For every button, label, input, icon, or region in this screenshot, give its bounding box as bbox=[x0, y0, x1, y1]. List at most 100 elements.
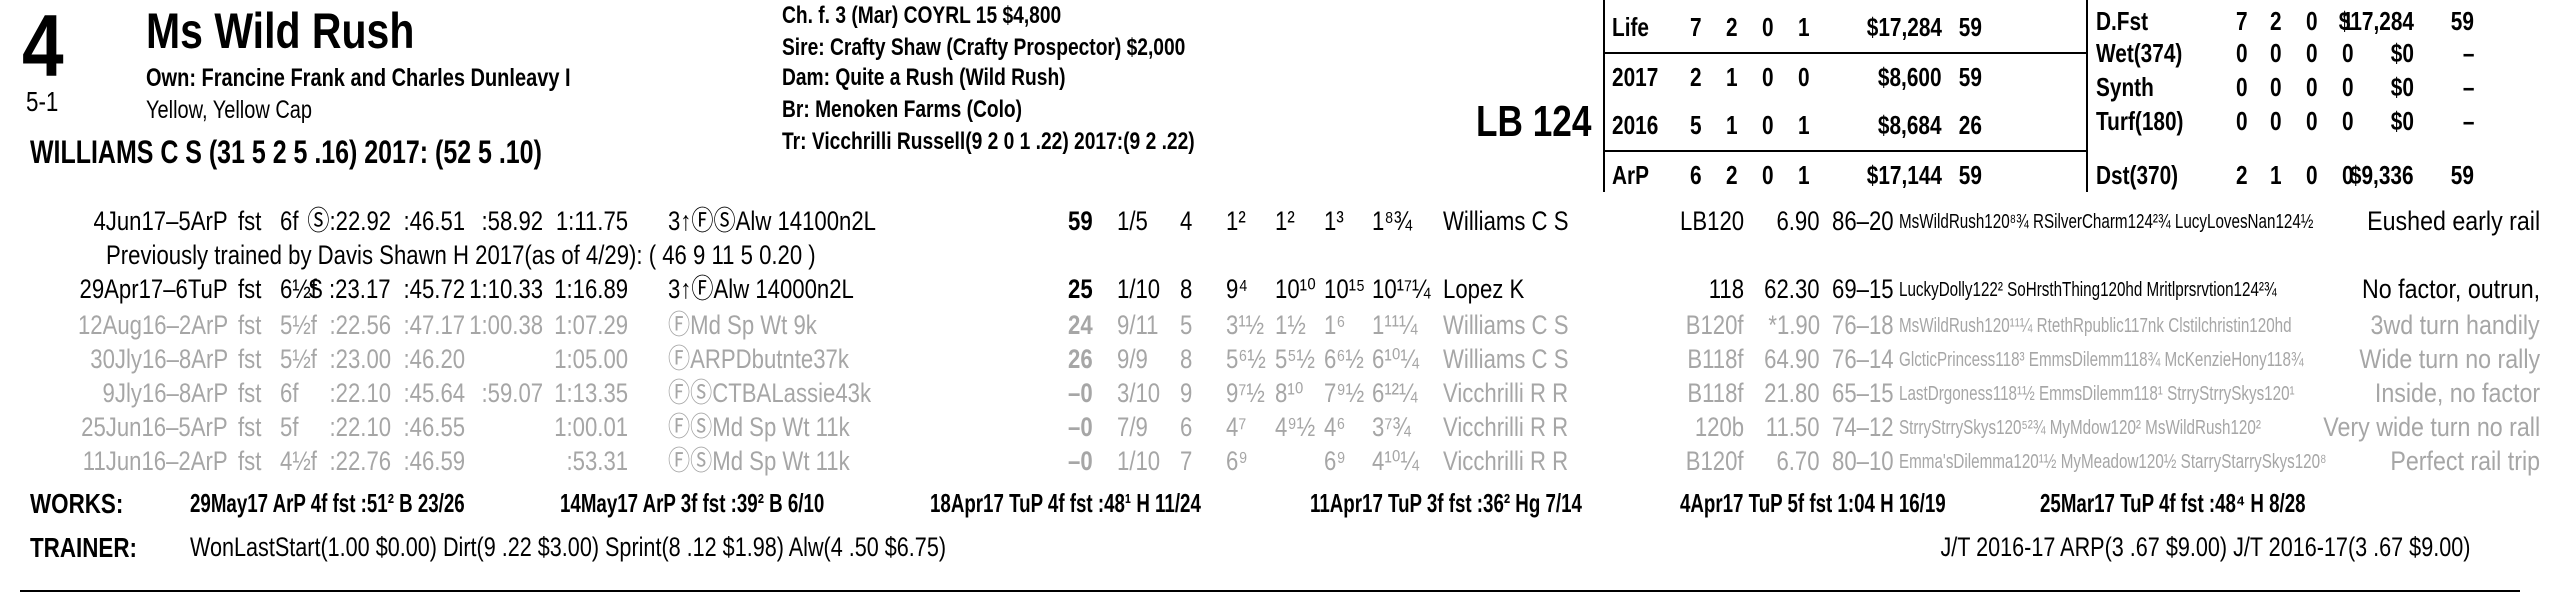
speed-pace: 86–20 bbox=[1832, 206, 1894, 236]
fraction: Ⓢ:22.92 bbox=[307, 206, 391, 236]
workout: 4Apr17 TuP 5f fst 1:04 H 16/19 bbox=[1680, 488, 1946, 518]
race-date: 11Jun16–2ArP bbox=[83, 446, 228, 476]
finish: 6¹⁰¼ bbox=[1372, 344, 1420, 374]
stats-label: 2016 bbox=[1612, 110, 1659, 140]
stats-value: $0 bbox=[2390, 72, 2414, 102]
stats-value: – bbox=[2462, 72, 2474, 102]
fraction: S :23.17 bbox=[308, 274, 391, 304]
stats-value: 0 bbox=[1762, 160, 1774, 190]
call: 9⁷½ bbox=[1226, 378, 1265, 408]
stats-value: 59 bbox=[2450, 160, 2474, 190]
final-time: 1:11.75 bbox=[555, 206, 628, 236]
stats-value: 0 bbox=[2342, 38, 2354, 68]
jockey-line: WILLIAMS C S (31 5 2 5 .16) 2017: (52 5 … bbox=[30, 134, 542, 170]
fraction: :46.59 bbox=[403, 446, 465, 476]
post-field: 9/9 bbox=[1117, 344, 1148, 374]
trainer-stats: WonLastStart(1.00 $0.00) Dirt(9 .22 $3.0… bbox=[190, 532, 947, 562]
fraction: :22.76 bbox=[329, 446, 391, 476]
weight: B120f bbox=[1686, 446, 1744, 476]
stats-value: 0 bbox=[2306, 38, 2318, 68]
post-field: 1/5 bbox=[1117, 206, 1148, 236]
speed-figure: –0 bbox=[1068, 446, 1093, 476]
distance: 5f bbox=[280, 412, 299, 442]
jockey: Williams C S bbox=[1443, 344, 1569, 374]
speed-pace: 74–12 bbox=[1832, 412, 1894, 442]
stats-label: ArP bbox=[1612, 160, 1649, 190]
start-call: 9 bbox=[1180, 378, 1193, 408]
race-date: 9Jly16–8ArP bbox=[102, 378, 228, 408]
weight-carried: LB 124 bbox=[1476, 97, 1592, 146]
call: 1² bbox=[1275, 206, 1295, 236]
odds: 11.50 bbox=[1766, 412, 1820, 442]
finish: 10¹⁷¼ bbox=[1372, 274, 1431, 304]
fraction: :47.17 bbox=[403, 310, 465, 340]
surface: fst bbox=[238, 446, 262, 476]
stats-value: $17,144 bbox=[1866, 160, 1942, 190]
call: 9⁴ bbox=[1226, 274, 1248, 304]
trip-comment: No factor, outrun, bbox=[2361, 274, 2540, 304]
final-time: 1:13.35 bbox=[554, 378, 628, 408]
fraction: :45.64 bbox=[403, 378, 465, 408]
odds: 6.90 bbox=[1776, 206, 1820, 236]
call: 10¹⁰ bbox=[1275, 274, 1316, 304]
call: 1½ bbox=[1275, 310, 1306, 340]
race-date: 30Jly16–8ArP bbox=[90, 344, 228, 374]
call: 4⁹½ bbox=[1275, 412, 1316, 442]
stats-value: 2 bbox=[1726, 12, 1738, 42]
surface: fst bbox=[238, 344, 262, 374]
company-line: Emma'sDilemma120¹½ MyMeadow120½ StarrySt… bbox=[1899, 451, 2327, 473]
morning-line-odds: 5-1 bbox=[26, 86, 59, 117]
distance: 4½f bbox=[280, 446, 317, 476]
stats-value: 0 bbox=[2270, 72, 2282, 102]
stats-value: – bbox=[2462, 38, 2474, 68]
race-type: ⒻⓈMd Sp Wt 11k bbox=[668, 412, 850, 442]
post-field: 7/9 bbox=[1117, 412, 1148, 442]
stats-value: 2 bbox=[2270, 6, 2282, 36]
stats-value: 26 bbox=[1958, 110, 1982, 140]
distance: 5½f bbox=[280, 310, 317, 340]
stats-value: 0 bbox=[2270, 38, 2282, 68]
fraction: :22.56 bbox=[329, 310, 391, 340]
stats-border bbox=[2086, 0, 2088, 192]
jockey: Williams C S bbox=[1443, 310, 1569, 340]
stats-value: 5 bbox=[1690, 110, 1702, 140]
company-line: MsWildRush120⁸¾ RSilverCharm124²¾ LucyLo… bbox=[1899, 211, 2314, 233]
stats-value: 0 bbox=[2342, 106, 2354, 136]
start-call: 5 bbox=[1180, 310, 1193, 340]
call: 6⁹ bbox=[1324, 446, 1346, 476]
breeding-line: Br: Menoken Farms (Colo) bbox=[782, 96, 1023, 123]
distance: 5½f bbox=[280, 344, 317, 374]
race-type: ⒻⓈMd Sp Wt 11k bbox=[668, 446, 850, 476]
stats-value: 0 bbox=[2236, 38, 2248, 68]
stats-value: 2 bbox=[1726, 160, 1738, 190]
start-call: 7 bbox=[1180, 446, 1193, 476]
race-type: 3↑ⒻAlw 14000n2L bbox=[668, 274, 854, 304]
speed-figure: 24 bbox=[1068, 310, 1093, 340]
breeding-line: Ch. f. 3 (Mar) COYRL 15 $4,800 bbox=[782, 2, 1062, 29]
stats-value: 59 bbox=[1958, 160, 1982, 190]
post-field: 1/10 bbox=[1117, 274, 1161, 304]
weight: B118f bbox=[1687, 378, 1744, 408]
odds: 64.90 bbox=[1764, 344, 1820, 374]
trainer-change-note: Previously trained by Davis Shawn H 2017… bbox=[106, 240, 816, 270]
surface: fst bbox=[238, 310, 262, 340]
stats-value: 59 bbox=[2450, 6, 2474, 36]
fraction: :46.20 bbox=[403, 344, 465, 374]
stats-value: 0 bbox=[2306, 6, 2318, 36]
distance: 6f bbox=[280, 378, 299, 408]
fraction: :46.55 bbox=[403, 412, 465, 442]
weight: 118 bbox=[1708, 274, 1744, 304]
call: 6⁹ bbox=[1226, 446, 1248, 476]
race-type: ⒻⓈCTBALassie43k bbox=[668, 378, 872, 408]
odds: 21.80 bbox=[1764, 378, 1820, 408]
fraction: :45.72 bbox=[403, 274, 465, 304]
stats-value: $8,600 bbox=[1878, 62, 1942, 92]
distance: 6f bbox=[280, 206, 299, 236]
stats-label: Dst(370) bbox=[2096, 160, 2179, 190]
call: 5⁵½ bbox=[1275, 344, 1315, 374]
start-call: 8 bbox=[1180, 274, 1193, 304]
call: 8¹⁰ bbox=[1275, 378, 1304, 408]
breeding-line: Tr: Vicchrilli Russell(9 2 0 1 .22) 2017… bbox=[782, 128, 1195, 155]
final-time: :53.31 bbox=[566, 446, 628, 476]
start-call: 4 bbox=[1180, 206, 1193, 236]
